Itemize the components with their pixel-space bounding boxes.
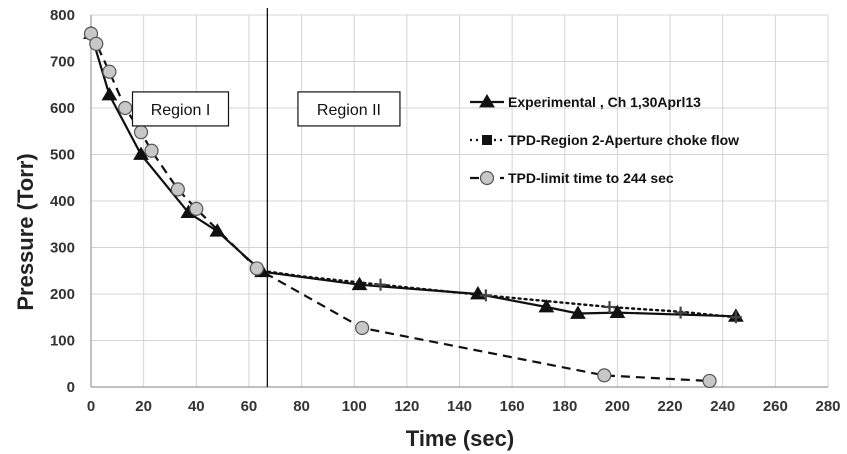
triangle-marker xyxy=(133,146,149,160)
y-tick-label: 500 xyxy=(50,147,75,164)
y-tick-label: 200 xyxy=(50,286,75,303)
circle-marker xyxy=(102,64,117,79)
circle-marker xyxy=(249,261,264,276)
region-label-box xyxy=(297,91,401,127)
triangle-marker xyxy=(609,304,626,318)
legend-label: TPD-limit time to 244 sec xyxy=(508,170,674,186)
circle-marker xyxy=(133,125,149,140)
x-tick-label: 220 xyxy=(658,398,683,415)
triangle-marker xyxy=(479,94,495,108)
x-tick-label: 60 xyxy=(241,398,258,415)
legend-label: Experimental , Ch 1,30Aprl13 xyxy=(508,94,701,110)
x-tick-label: 160 xyxy=(500,398,525,415)
circle-marker xyxy=(479,170,495,186)
y-tick-label: 700 xyxy=(50,54,75,71)
y-tick-label: 800 xyxy=(50,7,75,24)
region-label: Region I xyxy=(151,102,211,119)
y-tick-label: 600 xyxy=(50,100,75,117)
square-marker xyxy=(482,135,492,145)
circle-marker xyxy=(597,368,612,383)
tick-labels: 0 20 40 60 80 100 120 140 160 180 200 220 240 260 280 0… xyxy=(50,7,841,415)
circle-marker xyxy=(89,36,104,51)
x-tick-label: 20 xyxy=(135,398,152,415)
x-axis-title: Time (sec) xyxy=(406,426,514,451)
y-tick-label: 100 xyxy=(50,333,75,350)
legend-entry-3: TPD-limit time to 244 sec xyxy=(470,170,674,186)
y-tick-label: 0 xyxy=(67,379,75,396)
annotations: Region I Region II xyxy=(131,8,401,387)
y-axis-title: Pressure (Torr) xyxy=(13,153,38,310)
legend: Experimental , Ch 1,30Aprl13 TPD-Region 2… xyxy=(470,94,739,186)
legend-label: TPD-Region 2-Aperture choke flow xyxy=(508,132,739,148)
series-3 xyxy=(83,26,717,389)
plus-markers xyxy=(374,278,742,324)
triangle-marker xyxy=(570,305,586,319)
x-tick-label: 200 xyxy=(605,398,630,415)
circle-marker xyxy=(702,373,717,389)
y-tick-label: 400 xyxy=(50,193,75,210)
x-tick-label: 140 xyxy=(447,398,472,415)
x-tick-label: 260 xyxy=(763,398,788,415)
circle-marker xyxy=(355,320,370,336)
circle-marker xyxy=(144,143,159,158)
circle-marker xyxy=(189,201,204,217)
x-tick-label: 180 xyxy=(552,398,577,415)
x-tick-label: 120 xyxy=(394,398,419,415)
legend-entry-2: TPD-Region 2-Aperture choke flow xyxy=(470,132,739,148)
x-tick-label: 80 xyxy=(293,398,310,415)
circle-marker xyxy=(118,100,133,116)
x-tick-label: 0 xyxy=(87,398,95,415)
legend-entry-1: Experimental , Ch 1,30Aprl13 xyxy=(470,94,701,110)
region-label-box xyxy=(131,91,230,127)
series xyxy=(83,25,744,389)
axes xyxy=(90,15,828,388)
circle-marker xyxy=(170,182,185,197)
region-label: Region II xyxy=(317,102,381,119)
triangle-marker xyxy=(101,86,118,101)
x-tick-label: 40 xyxy=(188,398,205,415)
x-tick-label: 100 xyxy=(342,398,367,415)
y-tick-label: 300 xyxy=(50,240,75,257)
triangle-marker xyxy=(538,299,555,313)
grid xyxy=(90,14,829,388)
x-tick-label: 240 xyxy=(710,398,735,415)
x-tick-label: 280 xyxy=(815,398,840,415)
